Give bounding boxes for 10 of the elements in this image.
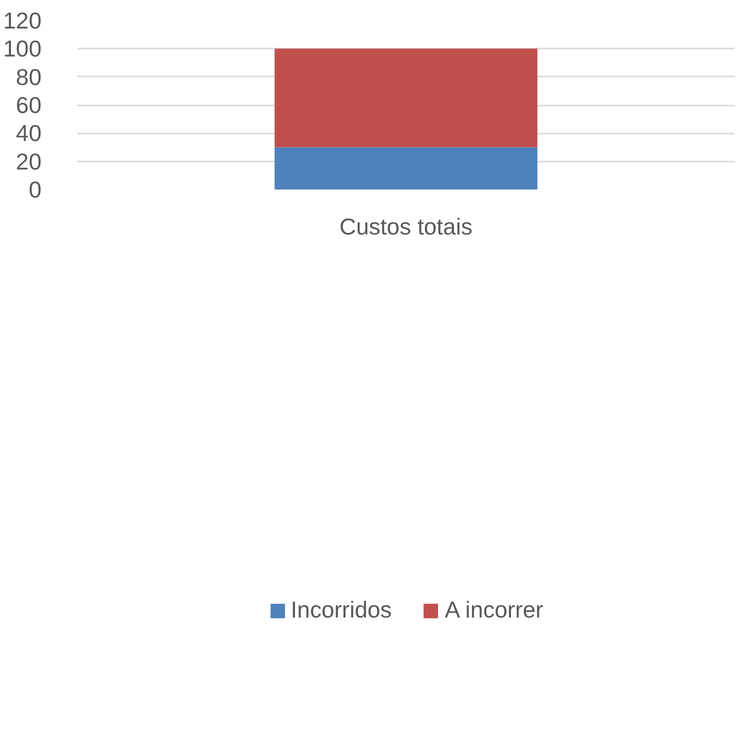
y-tick-label: 20 bbox=[16, 148, 42, 174]
y-tick-label: 40 bbox=[16, 120, 42, 146]
y-tick-label: 80 bbox=[16, 64, 42, 90]
legend-label: A incorrer bbox=[444, 596, 544, 624]
y-tick-label: 60 bbox=[16, 92, 42, 118]
y-tick-label: 100 bbox=[3, 36, 42, 62]
y-tick-label: 120 bbox=[3, 8, 42, 34]
y-tick-label: 0 bbox=[28, 176, 42, 202]
x-tick-label: Custos totais bbox=[340, 214, 472, 240]
legend-label: Incorridos bbox=[290, 596, 392, 624]
